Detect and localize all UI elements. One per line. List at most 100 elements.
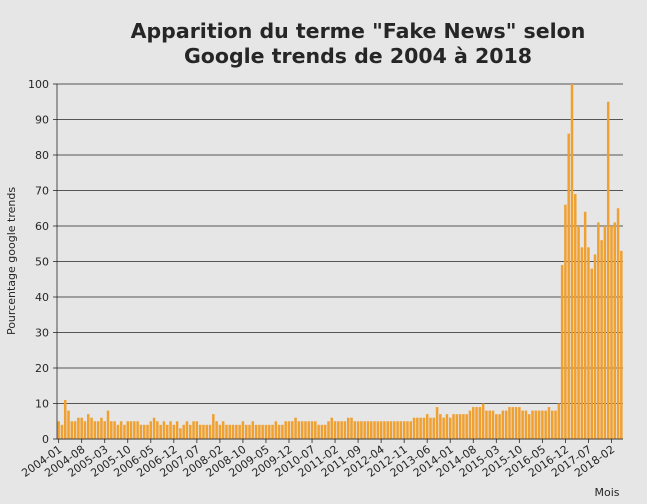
bar: [169, 421, 172, 439]
bar: [343, 421, 347, 439]
bar: [67, 410, 70, 439]
bar: [198, 424, 202, 439]
bar: [501, 410, 505, 439]
bar: [300, 421, 304, 439]
bar: [366, 421, 370, 439]
bar: [119, 421, 123, 439]
bar: [402, 421, 406, 439]
bar: [409, 421, 412, 439]
x-axis-label: Mois: [594, 486, 619, 499]
bar: [221, 421, 225, 439]
bar: [616, 208, 620, 439]
bar: [350, 417, 353, 439]
bar: [261, 424, 264, 439]
bar: [370, 421, 373, 439]
bar: [212, 414, 215, 439]
bar: [330, 417, 334, 439]
bar: [518, 407, 521, 439]
bar: [179, 428, 182, 439]
bar: [570, 84, 574, 439]
bar: [508, 407, 511, 439]
bar: [580, 247, 584, 439]
bar: [146, 424, 149, 439]
grid-lines: [53, 83, 623, 440]
bar: [284, 421, 287, 439]
y-tick-label: 60: [35, 220, 49, 233]
bar: [264, 424, 268, 439]
bar: [93, 421, 97, 439]
bar: [287, 421, 291, 439]
bar: [593, 254, 597, 439]
bar: [241, 421, 245, 439]
bar: [551, 410, 554, 439]
bar: [475, 407, 478, 439]
y-tick-label: 20: [35, 362, 49, 375]
bar: [116, 424, 120, 439]
bar: [511, 407, 515, 439]
bar: [439, 414, 442, 439]
bar: [133, 421, 136, 439]
bar: [554, 410, 557, 439]
bar: [600, 240, 603, 439]
bar: [597, 222, 600, 439]
bar: [225, 424, 228, 439]
bar: [297, 421, 301, 439]
bar: [610, 226, 613, 439]
bar: [363, 421, 366, 439]
bar: [251, 421, 255, 439]
bar: [590, 268, 593, 439]
bar: [393, 421, 396, 439]
bar: [126, 421, 129, 439]
y-tick-label: 0: [42, 433, 49, 446]
bar: [139, 424, 143, 439]
bar: [208, 424, 212, 439]
bar: [228, 424, 232, 439]
bar: [495, 414, 498, 439]
bar: [156, 421, 159, 439]
bar: [488, 410, 491, 439]
bar: [291, 421, 294, 439]
bar: [465, 414, 468, 439]
y-tick-label: 80: [35, 149, 49, 162]
bar: [514, 407, 518, 439]
bar: [448, 417, 452, 439]
bar: [346, 417, 350, 439]
bar: [544, 410, 547, 439]
bar: [215, 421, 218, 439]
bar: [129, 421, 133, 439]
bar: [603, 226, 607, 439]
bar: [452, 414, 455, 439]
bar: [583, 211, 587, 439]
bar: [281, 424, 284, 439]
y-tick-label: 70: [35, 185, 49, 198]
bar: [83, 421, 87, 439]
bar: [376, 421, 380, 439]
bar: [307, 421, 310, 439]
bar: [485, 410, 488, 439]
bar: [360, 421, 363, 439]
bar: [468, 410, 472, 439]
bar: [504, 410, 508, 439]
y-axis-label: Pourcentage google trends: [5, 187, 18, 335]
bar: [162, 421, 166, 439]
bar: [531, 410, 534, 439]
bar: [152, 417, 156, 439]
bar: [498, 414, 501, 439]
bar: [248, 424, 251, 439]
bar: [149, 421, 153, 439]
bar: [185, 421, 189, 439]
bar: [57, 421, 60, 439]
bar: [87, 414, 90, 439]
y-tick-labels: 0 10 20 30 40 50 60 70 80 90 100: [28, 78, 49, 446]
bar: [165, 424, 169, 439]
y-tick-label: 10: [35, 398, 49, 411]
bar: [481, 403, 485, 439]
bar: [317, 424, 320, 439]
bar: [491, 410, 495, 439]
bar: [63, 399, 67, 439]
bar: [541, 410, 544, 439]
bar: [189, 424, 192, 439]
bar: [606, 101, 610, 439]
bar: [337, 421, 340, 439]
bar: [356, 421, 360, 439]
